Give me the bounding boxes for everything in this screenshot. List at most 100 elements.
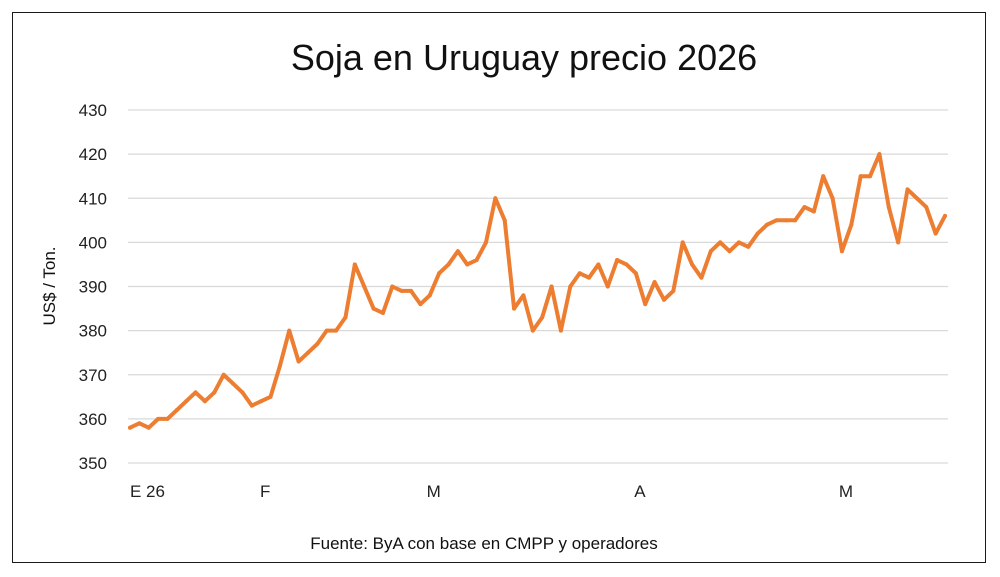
data-point — [268, 394, 273, 399]
data-point — [174, 408, 179, 413]
data-point — [896, 240, 901, 245]
data-point — [315, 341, 320, 346]
y-tick-label: 380 — [79, 322, 107, 341]
data-point — [455, 249, 460, 254]
data-point — [259, 399, 264, 404]
data-point — [624, 262, 629, 267]
data-point — [774, 218, 779, 223]
data-point — [287, 328, 292, 333]
data-point — [830, 196, 835, 201]
data-point — [305, 350, 310, 355]
data-point — [849, 222, 854, 227]
data-point — [605, 284, 610, 289]
data-point — [362, 284, 367, 289]
y-tick-label: 360 — [79, 410, 107, 429]
data-point — [427, 293, 432, 298]
data-point — [558, 328, 563, 333]
data-point — [905, 187, 910, 192]
data-point — [802, 205, 807, 210]
data-point — [493, 196, 498, 201]
data-point — [868, 174, 873, 179]
data-point — [914, 196, 919, 201]
data-point — [137, 421, 142, 426]
data-point — [727, 249, 732, 254]
data-point — [708, 249, 713, 254]
data-point — [521, 293, 526, 298]
data-point — [502, 218, 507, 223]
data-point — [540, 315, 545, 320]
data-points — [128, 152, 947, 430]
data-point — [371, 306, 376, 311]
source-note: Fuente: ByA con base en CMPP y operadore… — [310, 534, 657, 553]
data-point — [277, 363, 282, 368]
y-tick-label: 420 — [79, 145, 107, 164]
data-point — [633, 271, 638, 276]
data-point — [231, 381, 236, 386]
data-point — [512, 306, 517, 311]
y-tick-label: 400 — [79, 233, 107, 252]
data-point — [193, 390, 198, 395]
y-tick-label: 410 — [79, 189, 107, 208]
chart-frame — [12, 12, 986, 563]
data-point — [184, 399, 189, 404]
data-point — [474, 258, 479, 263]
y-axis-ticks: 350 360 370 380 390 400 410 420 430 — [79, 101, 107, 473]
data-point — [221, 372, 226, 377]
x-axis-ticks: E 26 F M A M — [130, 482, 853, 501]
data-point — [128, 425, 132, 430]
x-tick-label: E 26 — [130, 482, 165, 501]
data-point — [343, 315, 348, 320]
data-point — [661, 297, 666, 302]
data-point — [202, 399, 207, 404]
data-point — [652, 280, 657, 285]
x-tick-label: M — [427, 482, 441, 501]
series-line — [128, 152, 947, 430]
data-point — [465, 262, 470, 267]
data-point — [549, 284, 554, 289]
data-point — [765, 222, 770, 227]
data-point — [886, 205, 891, 210]
data-point — [530, 328, 535, 333]
data-point — [296, 359, 301, 364]
data-point — [334, 328, 339, 333]
chart-title: Soja en Uruguay precio 2026 — [291, 37, 757, 78]
data-point — [718, 240, 723, 245]
data-point — [755, 231, 760, 236]
data-point — [671, 288, 676, 293]
data-point — [156, 416, 161, 421]
data-point — [437, 271, 442, 276]
data-point — [690, 262, 695, 267]
x-tick-label: M — [839, 482, 853, 501]
data-point — [877, 152, 882, 157]
gridlines — [128, 109, 948, 464]
data-point — [399, 288, 404, 293]
data-point — [933, 231, 938, 236]
data-point — [418, 302, 423, 307]
data-point — [249, 403, 254, 408]
data-point — [783, 218, 788, 223]
data-point — [793, 218, 798, 223]
data-point — [811, 209, 816, 214]
data-point — [699, 275, 704, 280]
data-point — [858, 174, 863, 179]
data-point — [568, 284, 573, 289]
data-point — [240, 390, 245, 395]
data-point — [643, 302, 648, 307]
y-tick-label: 430 — [79, 101, 107, 120]
data-point — [615, 258, 620, 263]
y-axis-label: US$ / Ton. — [40, 246, 59, 325]
data-point — [380, 310, 385, 315]
data-point — [596, 262, 601, 267]
data-point — [736, 240, 741, 245]
data-point — [212, 390, 217, 395]
data-point — [324, 328, 329, 333]
data-point — [746, 244, 751, 249]
data-point — [924, 205, 929, 210]
data-point — [352, 262, 357, 267]
data-point — [821, 174, 826, 179]
x-tick-label: F — [260, 482, 270, 501]
data-point — [943, 213, 947, 218]
data-point — [446, 262, 451, 267]
data-point — [483, 240, 488, 245]
